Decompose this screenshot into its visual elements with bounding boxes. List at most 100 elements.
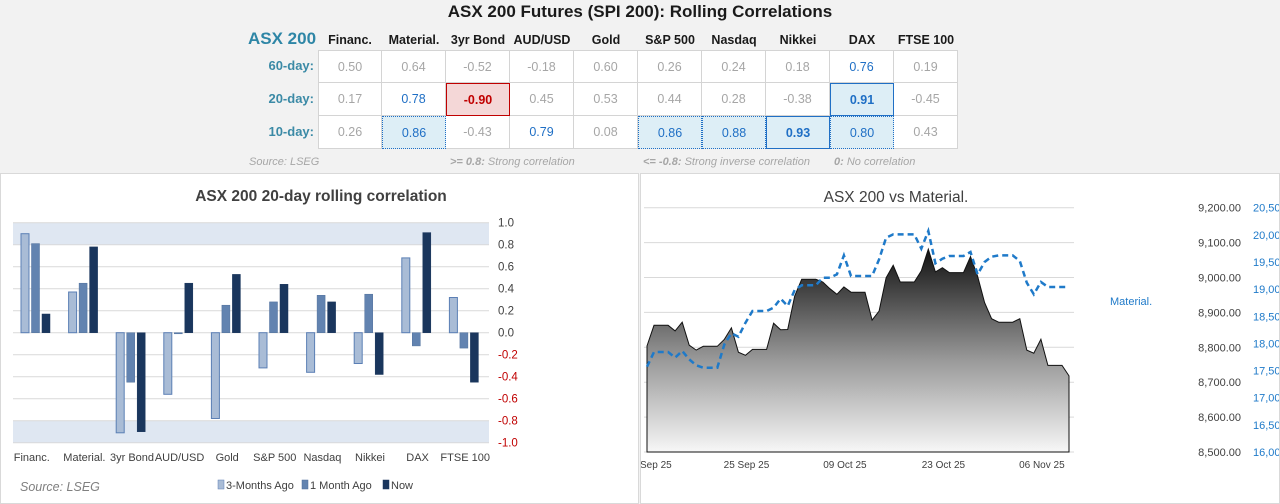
y-tick-label: 0.6 [498,262,514,274]
y-tick-label: 1.0 [498,218,514,230]
table-cell: 0.26 [318,116,382,149]
bar-chart-source: Source: LSEG [20,480,100,494]
left-y-tick-label: 9,200.00 [1198,203,1241,215]
table-cell: 0.26 [638,50,702,83]
table-cell: -0.43 [446,116,510,149]
table-cell: 0.86 [382,116,446,149]
y-tick-label: -1.0 [498,438,518,450]
table-cell: -0.52 [446,50,510,83]
material-line [645,226,1069,369]
left-y-tick-label: 9,000.00 [1198,273,1241,285]
y-tick-label: -0.6 [498,394,518,406]
table-cell: 0.24 [702,50,766,83]
y-tick-label: 0.2 [498,306,514,318]
bar-1-month-ago [316,295,326,333]
correlation-band [13,420,489,443]
table-cell: 0.50 [318,50,382,83]
bar-3-months-ago [20,233,30,334]
left-y-tick-label: 9,100.00 [1198,238,1241,250]
category-label: DAX [406,452,429,464]
right-y-tick-label: 19,000.0 [1253,284,1280,296]
bar-now [89,246,98,333]
category-label: Nikkei [355,452,385,464]
bar-3-months-ago [163,332,173,395]
bar-3-months-ago [210,332,220,419]
column-header: Material. [388,33,440,47]
bar-3-months-ago [448,297,458,334]
line-chart-panel: ASX 200 vs Material. 9,200.00 9,100.00 9,00… [640,173,1280,504]
x-tick-label: Sep 25 [641,460,672,471]
column-header: Nikkei [779,33,817,47]
category-label: FTSE 100 [440,452,490,464]
row-header: 10-day: [268,124,314,139]
bar-3-months-ago [115,332,125,434]
line-chart-title: ASX 200 vs Material. [824,189,969,206]
legend-inverse-key: <= -0.8: [643,156,682,168]
legend-swatch [301,479,309,490]
column-header: Financ. [328,33,372,47]
table-cell: 0.80 [830,116,894,149]
legend-inverse-text: Strong inverse correlation [684,156,810,168]
table-cell: 0.18 [766,50,830,83]
bar-1-month-ago [269,301,278,333]
table-cell: 0.93 [766,116,830,149]
bar-now [232,274,241,333]
y-tick-label: 0.8 [498,240,514,252]
bar-now [422,232,432,333]
right-y-tick-label: 19,500.0 [1253,257,1280,269]
table-cell: 0.28 [702,83,766,116]
y-tick-label: 0.4 [498,284,515,296]
table-cell: -0.45 [894,83,958,116]
bar-now [184,282,194,333]
right-y-tick-label: 18,000.0 [1253,338,1280,350]
legend-strong-text: Strong correlation [487,156,575,168]
left-y-tick-label: 8,500.00 [1198,447,1241,459]
bar-chart-panel: ASX 200 20-day rolling correlation 1.0 0.8… [0,173,639,504]
bar-1-month-ago [459,332,469,349]
right-y-tick-label: 17,000.0 [1253,393,1280,405]
y-tick-label: -0.4 [498,372,518,384]
category-label: AUD/USD [155,452,205,464]
legend-none-text: No correlation [846,156,916,168]
table-cell: -0.18 [510,50,574,83]
y-tick-label: -0.2 [498,350,518,362]
bar-1-month-ago [221,304,231,333]
right-y-tick-label: 16,500.0 [1253,420,1280,432]
legend-none: 0: No correlation [834,156,915,168]
table-cell: -0.90 [446,83,510,116]
legend-label: 3-Months Ago [226,480,294,492]
right-y-tick-label: 18,500.0 [1253,311,1280,323]
bar-now [279,284,289,333]
table-cell: 0.86 [638,116,702,149]
category-label: Nasdaq [303,452,341,464]
table-cell: 0.45 [510,83,574,116]
line-chart: ASX 200 vs Material. 9,200.00 9,100.00 9,00… [641,189,1280,471]
right-y-tick-label: 20,500.0 [1253,203,1280,215]
bar-1-month-ago [364,293,373,333]
bar-now [327,301,336,333]
x-tick-label: 25 Sep 25 [724,460,770,471]
category-label: Financ. [14,452,50,464]
row-header: 20-day: [268,91,314,106]
category-label: 3yr Bond [110,452,154,464]
table-cell: 0.64 [382,50,446,83]
table-cell: 0.78 [382,83,446,116]
legend-strong-key: >= 0.8: [450,156,485,168]
right-y-tick-label: 17,500.0 [1253,366,1280,378]
legend-swatch [382,479,390,490]
category-label: S&P 500 [253,452,296,464]
legend-label: Now [391,480,413,492]
table-cell: 0.08 [574,116,638,149]
correlation-table-section: ASX 200 Futures (SPI 200): Rolling Corre… [0,0,1280,172]
page-title: ASX 200 Futures (SPI 200): Rolling Corre… [447,2,833,21]
table-cell: 0.60 [574,50,638,83]
bar-now [470,332,479,383]
legend-inverse: <= -0.8: Strong inverse correlation [643,156,810,168]
bar-1-month-ago [31,243,40,333]
x-tick-label: 06 Nov 25 [1019,460,1065,471]
table-corner-label: ASX 200 [248,29,317,48]
column-header: FTSE 100 [897,33,955,47]
column-header: 3yr Bond [450,33,506,47]
table-cell: 0.19 [894,50,958,83]
bar-chart-title: ASX 200 20-day rolling correlation [195,188,447,205]
